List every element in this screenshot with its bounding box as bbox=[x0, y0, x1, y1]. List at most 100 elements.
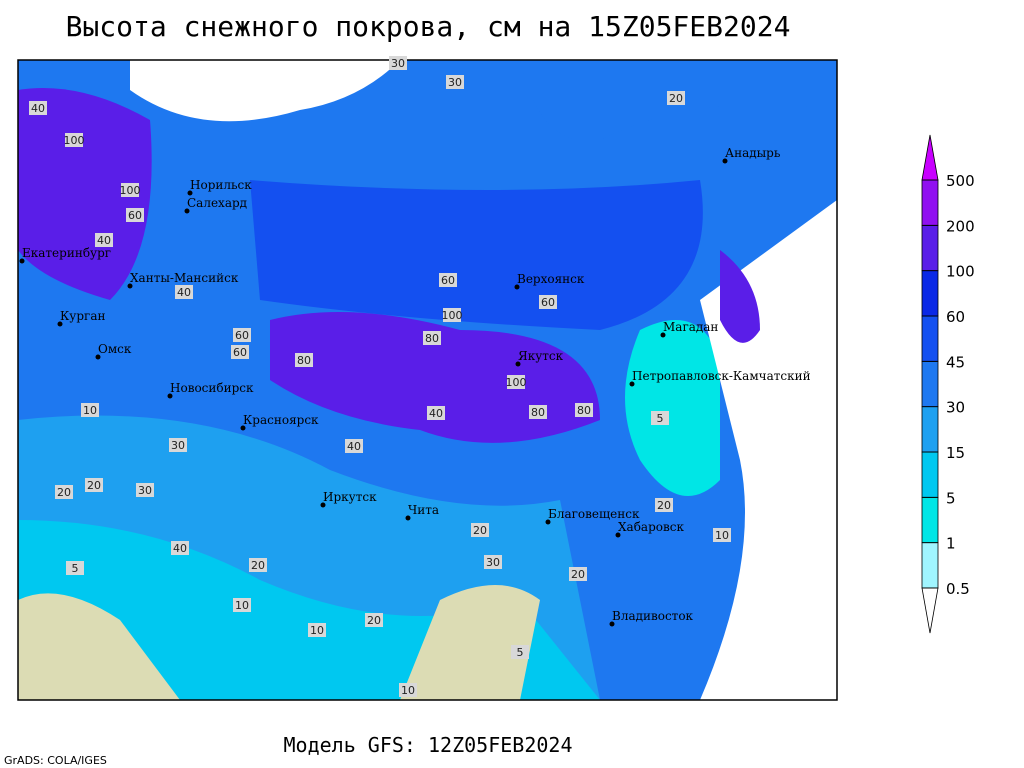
legend-label: 60 bbox=[946, 308, 965, 326]
value-label-bg bbox=[651, 411, 669, 425]
value-label: 20 bbox=[367, 614, 381, 627]
value-label: 5 bbox=[72, 562, 79, 575]
value-label: 30 bbox=[448, 76, 462, 89]
city-label: Магадан bbox=[663, 320, 718, 334]
value-label: 80 bbox=[531, 406, 545, 419]
title: Высота снежного покрова, см на 15Z05FEB2… bbox=[66, 10, 791, 43]
value-label-bg bbox=[575, 403, 593, 417]
value-label: 10 bbox=[235, 599, 249, 612]
city-dot bbox=[184, 208, 190, 214]
value-label-bg bbox=[345, 439, 363, 453]
legend-swatch bbox=[921, 496, 939, 544]
value-label: 20 bbox=[87, 479, 101, 492]
legend-swatch bbox=[921, 179, 939, 226]
value-label-bg bbox=[121, 183, 139, 197]
city-dot bbox=[95, 354, 101, 360]
value-label: 60 bbox=[235, 329, 249, 342]
value-label: 100 bbox=[64, 134, 85, 147]
value-label: 40 bbox=[97, 234, 111, 247]
value-label: 10 bbox=[83, 404, 97, 417]
city-dot bbox=[514, 284, 520, 290]
legend-label: 200 bbox=[946, 217, 975, 235]
legend-label: 0.5 bbox=[946, 580, 970, 598]
value-label-bg bbox=[713, 528, 731, 542]
city-label: Благовещенск bbox=[548, 507, 640, 521]
legend-label: 5 bbox=[946, 489, 956, 507]
value-label-bg bbox=[423, 331, 441, 345]
value-label-bg bbox=[233, 328, 251, 342]
value-label: 40 bbox=[347, 440, 361, 453]
city-label: Якутск bbox=[518, 349, 564, 363]
city-dot bbox=[615, 532, 621, 538]
value-label-bg bbox=[507, 375, 525, 389]
legend-under bbox=[921, 587, 939, 634]
value-label-bg bbox=[65, 133, 83, 147]
city-dot bbox=[57, 321, 63, 327]
value-label-bg bbox=[81, 403, 99, 417]
value-label-bg bbox=[175, 285, 193, 299]
value-label-bg bbox=[471, 523, 489, 537]
value-label: 5 bbox=[517, 646, 524, 659]
value-label: 60 bbox=[441, 274, 455, 287]
map-frame bbox=[17, 59, 838, 701]
value-label-bg bbox=[85, 478, 103, 492]
value-label-bg bbox=[55, 485, 73, 499]
city-dot bbox=[187, 190, 193, 196]
city-dot bbox=[515, 361, 521, 367]
legend-label: 1 bbox=[946, 535, 956, 553]
city-dot bbox=[320, 502, 326, 508]
value-label: 10 bbox=[401, 684, 415, 697]
value-label: 60 bbox=[541, 296, 555, 309]
value-label-bg bbox=[136, 483, 154, 497]
city-label: Норильск bbox=[190, 178, 252, 192]
value-label-bg bbox=[29, 101, 47, 115]
legend-swatch bbox=[921, 406, 939, 453]
legend-swatch bbox=[921, 360, 939, 408]
value-label-bg bbox=[249, 558, 267, 572]
city-dot bbox=[722, 158, 728, 164]
city-label: Екатеринбург bbox=[22, 246, 111, 260]
value-label-bg bbox=[511, 645, 529, 659]
city-label: Ханты-Мансийск bbox=[130, 271, 239, 285]
city-dot bbox=[609, 621, 615, 627]
city-label: Красноярск bbox=[243, 413, 319, 427]
legend-swatch bbox=[921, 315, 939, 362]
city-dot bbox=[660, 332, 666, 338]
value-label-bg bbox=[171, 541, 189, 555]
city-label: Салехард bbox=[187, 196, 247, 210]
value-label: 100 bbox=[120, 184, 141, 197]
city-label: Анадырь bbox=[725, 146, 781, 160]
legend-swatch bbox=[921, 542, 939, 589]
value-label: 30 bbox=[486, 556, 500, 569]
city-label: Владивосток bbox=[612, 609, 694, 623]
legend-over bbox=[921, 134, 939, 181]
value-label: 80 bbox=[425, 332, 439, 345]
value-label: 5 bbox=[657, 412, 664, 425]
value-label: 20 bbox=[669, 92, 683, 105]
city-label: Омск bbox=[98, 342, 132, 356]
city-dot bbox=[167, 393, 173, 399]
value-label-bg bbox=[539, 295, 557, 309]
value-label: 60 bbox=[128, 209, 142, 222]
city-dot bbox=[240, 425, 246, 431]
legend-swatch bbox=[921, 270, 939, 317]
value-label-bg bbox=[655, 498, 673, 512]
city-label: Новосибирск bbox=[170, 381, 254, 395]
value-label-bg bbox=[667, 91, 685, 105]
value-label: 10 bbox=[310, 624, 324, 637]
value-label-bg bbox=[169, 438, 187, 452]
legend-label: 100 bbox=[946, 263, 975, 281]
legend-label: 500 bbox=[946, 172, 975, 190]
value-label-bg bbox=[66, 561, 84, 575]
value-label: 30 bbox=[138, 484, 152, 497]
subtitle: Модель GFS: 12Z05FEB2024 bbox=[284, 733, 573, 757]
legend-swatch bbox=[921, 451, 939, 498]
city-label: Хабаровск bbox=[618, 520, 684, 534]
value-label: 40 bbox=[177, 286, 191, 299]
value-label: 40 bbox=[173, 542, 187, 555]
city-dot bbox=[629, 381, 635, 387]
value-label: 80 bbox=[297, 354, 311, 367]
legend-label: 45 bbox=[946, 353, 965, 371]
value-label: 40 bbox=[429, 407, 443, 420]
city-label: Верхоянск bbox=[517, 272, 585, 286]
